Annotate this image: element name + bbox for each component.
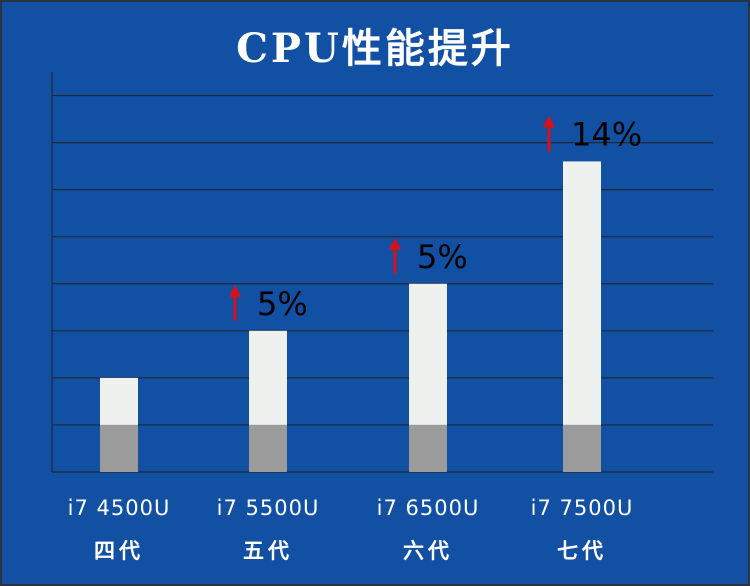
bar-base-3	[409, 424, 447, 472]
bar-base-2	[249, 424, 287, 472]
bar-base-1	[100, 424, 138, 472]
bar-base-4	[563, 424, 601, 472]
chart-title: CPU性能提升	[236, 25, 514, 72]
x-tick-label: i7 5500U	[217, 496, 320, 520]
increase-label: 14%	[571, 115, 642, 153]
bar-1	[100, 377, 138, 425]
increase-arrow-head-icon	[543, 115, 555, 128]
generation-label: 四代	[94, 539, 144, 563]
bar-4	[563, 161, 601, 425]
generation-label: 六代	[403, 539, 453, 563]
generation-label: 七代	[557, 539, 607, 563]
x-tick-label: i7 4500U	[68, 496, 171, 520]
increase-arrow-head-icon	[389, 237, 401, 250]
generation-label: 五代	[243, 539, 293, 563]
increase-arrow-head-icon	[229, 284, 241, 297]
x-tick-label: i7 7500U	[531, 496, 634, 520]
increase-label: 5%	[417, 238, 468, 276]
bar-2	[249, 330, 287, 425]
bar-3	[409, 283, 447, 425]
x-tick-label: i7 6500U	[377, 496, 480, 520]
increase-label: 5%	[257, 285, 308, 323]
